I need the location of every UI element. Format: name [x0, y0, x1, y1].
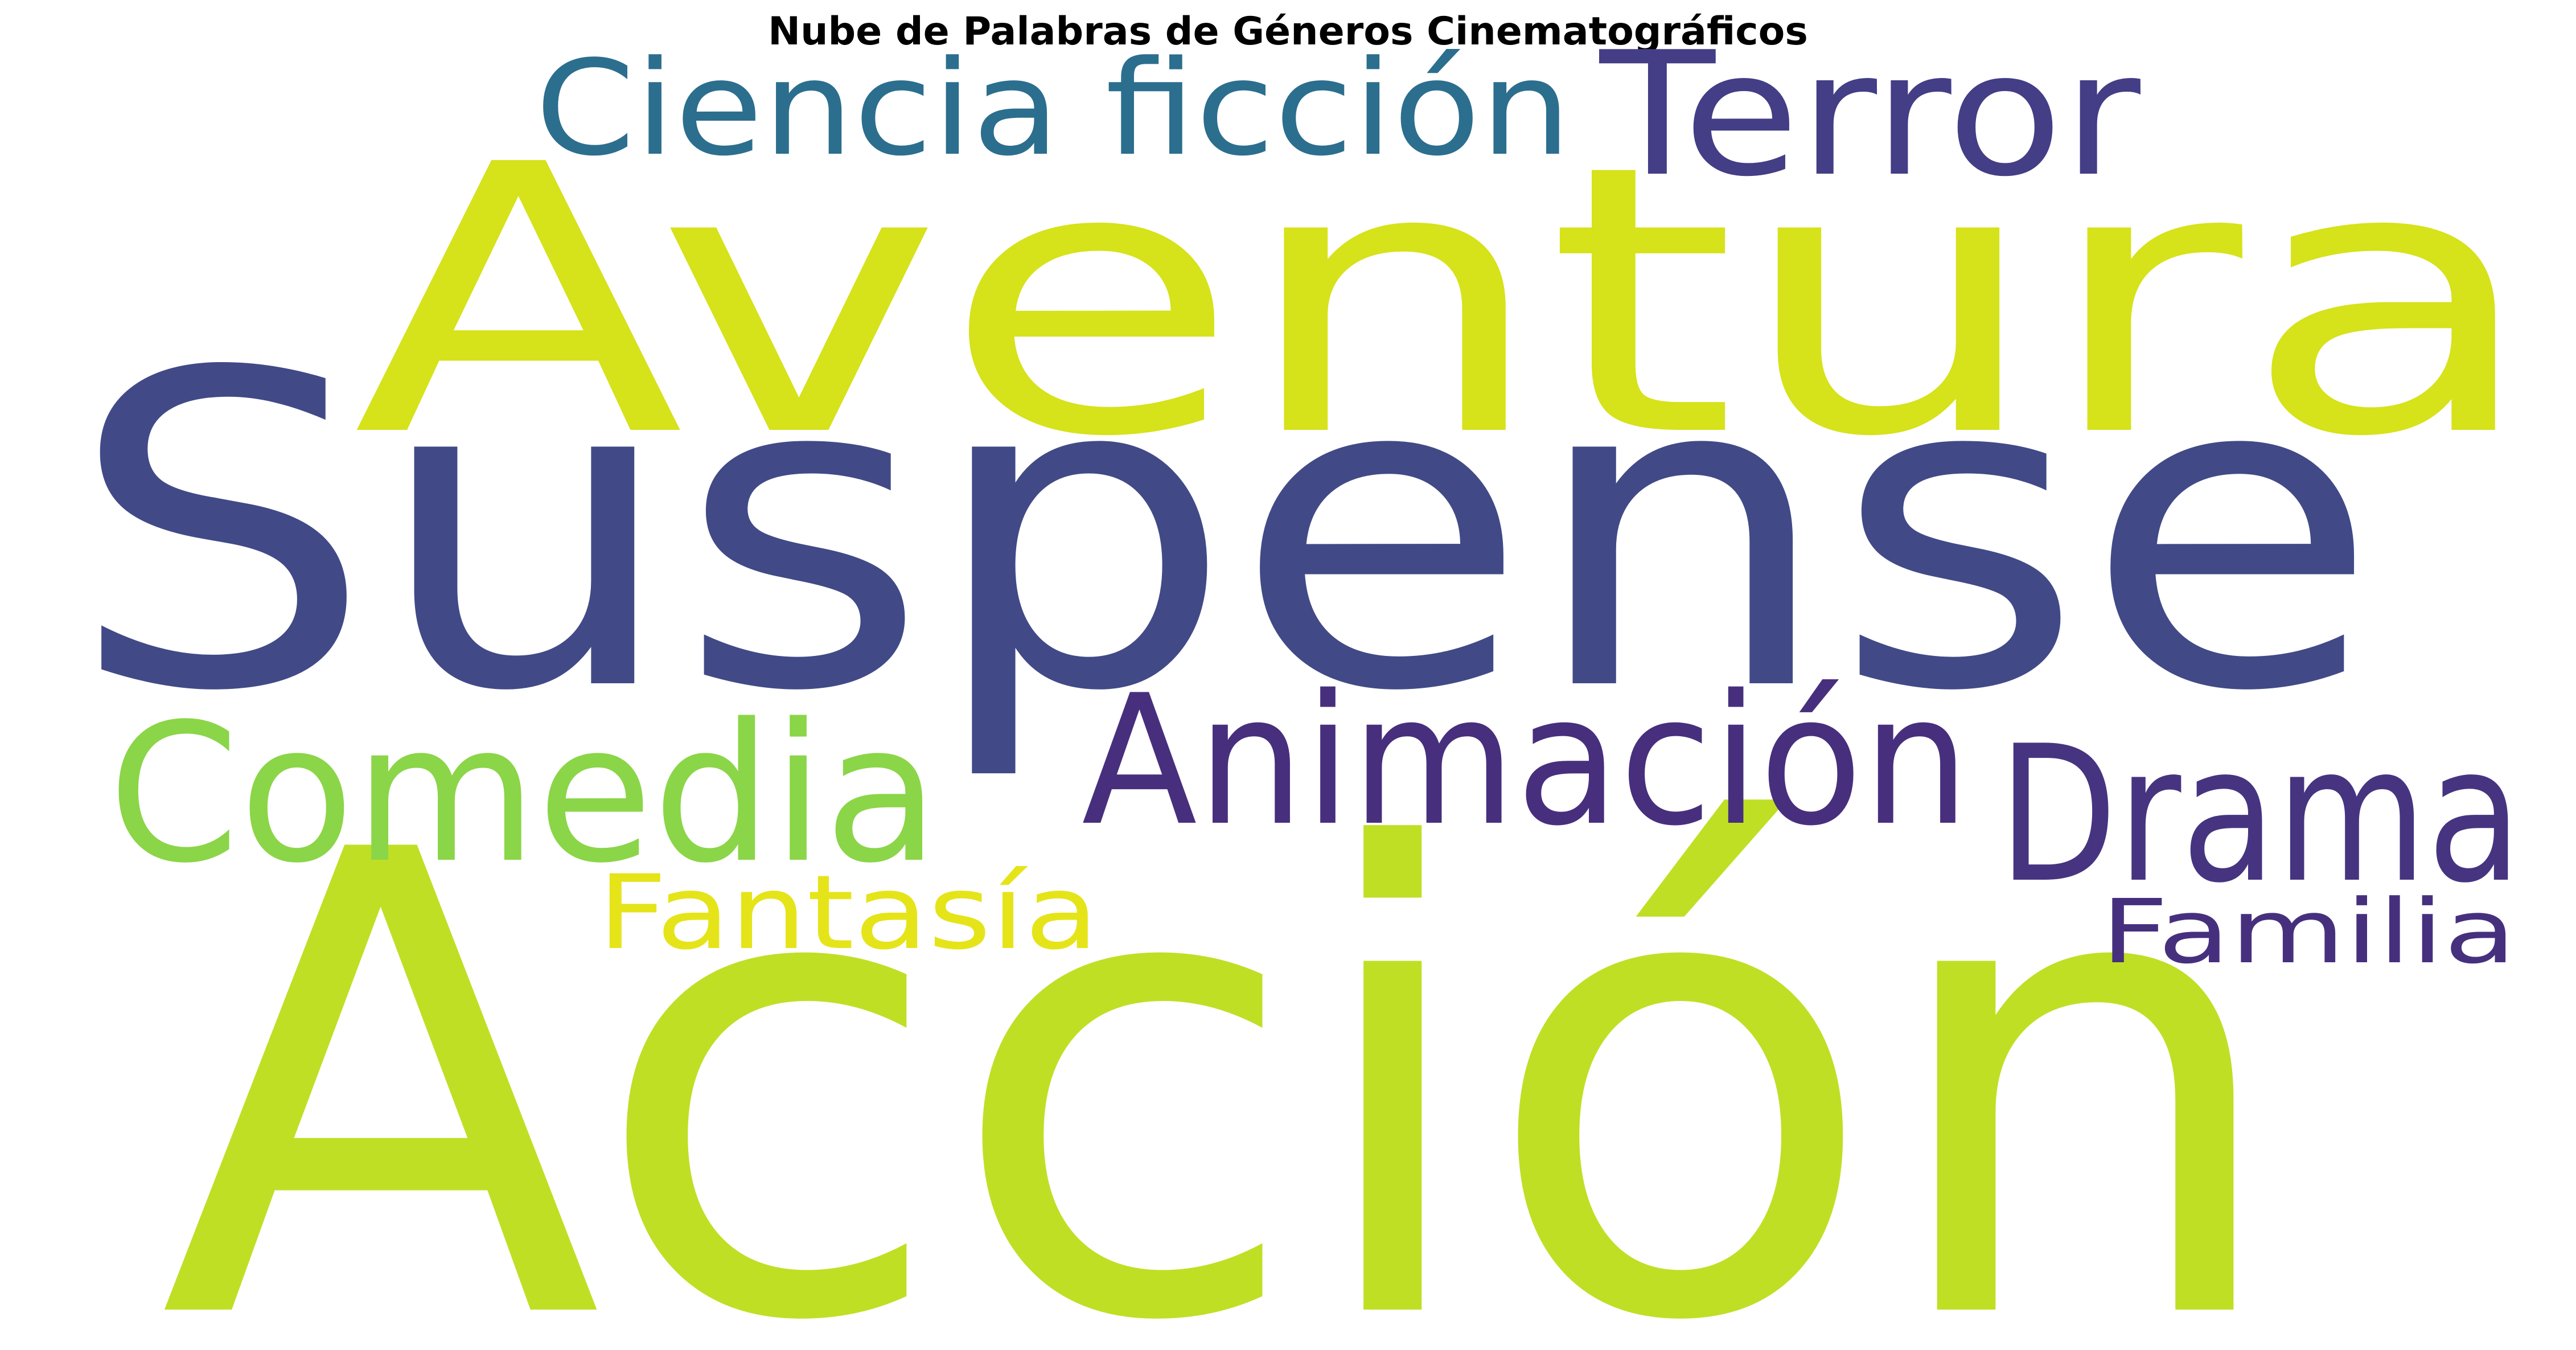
word-6: Terror: [1597, 15, 2143, 214]
word-0: Acción: [159, 718, 2289, 1350]
chart-title: Nube de Palabras de Géneros Cinematográf…: [768, 9, 1808, 54]
word-2: Aventura: [353, 87, 2539, 518]
word-8: Fantasía: [598, 854, 1099, 973]
word-3: Comedia: [108, 683, 939, 905]
word-9: Familia: [2101, 880, 2516, 983]
word-5: Drama: [1998, 705, 2522, 924]
word-1: Suspense: [68, 282, 2380, 786]
word-4: Animación: [1082, 657, 1970, 865]
word-7: Ciencia ficción: [535, 33, 1571, 185]
